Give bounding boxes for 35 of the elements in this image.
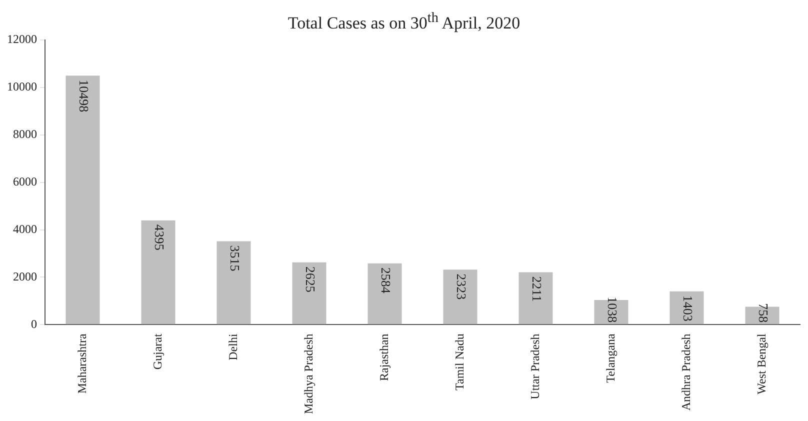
- x-tick-label: Delhi: [226, 333, 240, 360]
- data-label: 2584: [378, 267, 394, 294]
- data-label: 2323: [454, 274, 469, 300]
- bar: [216, 241, 251, 324]
- y-tick-label: 8000: [13, 127, 37, 142]
- x-tick-label: Uttar Pradesh: [528, 334, 542, 400]
- x-tick-label: Gujarat: [150, 333, 164, 370]
- chart-title: Total Cases as on 30$^{th}$ April, 2020: [286, 10, 522, 34]
- bar: [141, 220, 176, 324]
- x-tick-label: Maharashtra: [74, 333, 89, 394]
- x-tick-label: West Bengal: [754, 333, 768, 394]
- x-tick-label: Tamil Nadu: [452, 334, 466, 390]
- y-tick-label: 0: [31, 316, 37, 331]
- x-tick-label: Andhra Pradesh: [678, 334, 693, 411]
- bar: [66, 76, 100, 324]
- y-tick-label: 12000: [7, 32, 37, 46]
- y-tick-label: 10000: [7, 80, 37, 94]
- bar: [518, 272, 553, 324]
- bar: [292, 262, 326, 324]
- x-tick-label: Telangana: [603, 333, 618, 383]
- bar: [368, 263, 402, 324]
- data-label: 2211: [529, 276, 544, 302]
- data-label: 1038: [604, 296, 620, 323]
- bar: [443, 270, 478, 324]
- data-label: 2625: [302, 266, 318, 292]
- y-tick-label: 6000: [13, 174, 37, 188]
- data-label: 3515: [227, 245, 242, 272]
- data-label: 10498: [76, 80, 92, 112]
- y-tick-label: 2000: [13, 269, 37, 284]
- x-tick-label: Madhya Pradesh: [301, 334, 316, 414]
- data-label: 1403: [680, 295, 696, 322]
- x-tick-label: Rajasthan: [376, 334, 391, 382]
- data-label: 758: [756, 303, 771, 323]
- y-tick-label: 4000: [13, 222, 37, 236]
- data-label: 4395: [152, 224, 167, 250]
